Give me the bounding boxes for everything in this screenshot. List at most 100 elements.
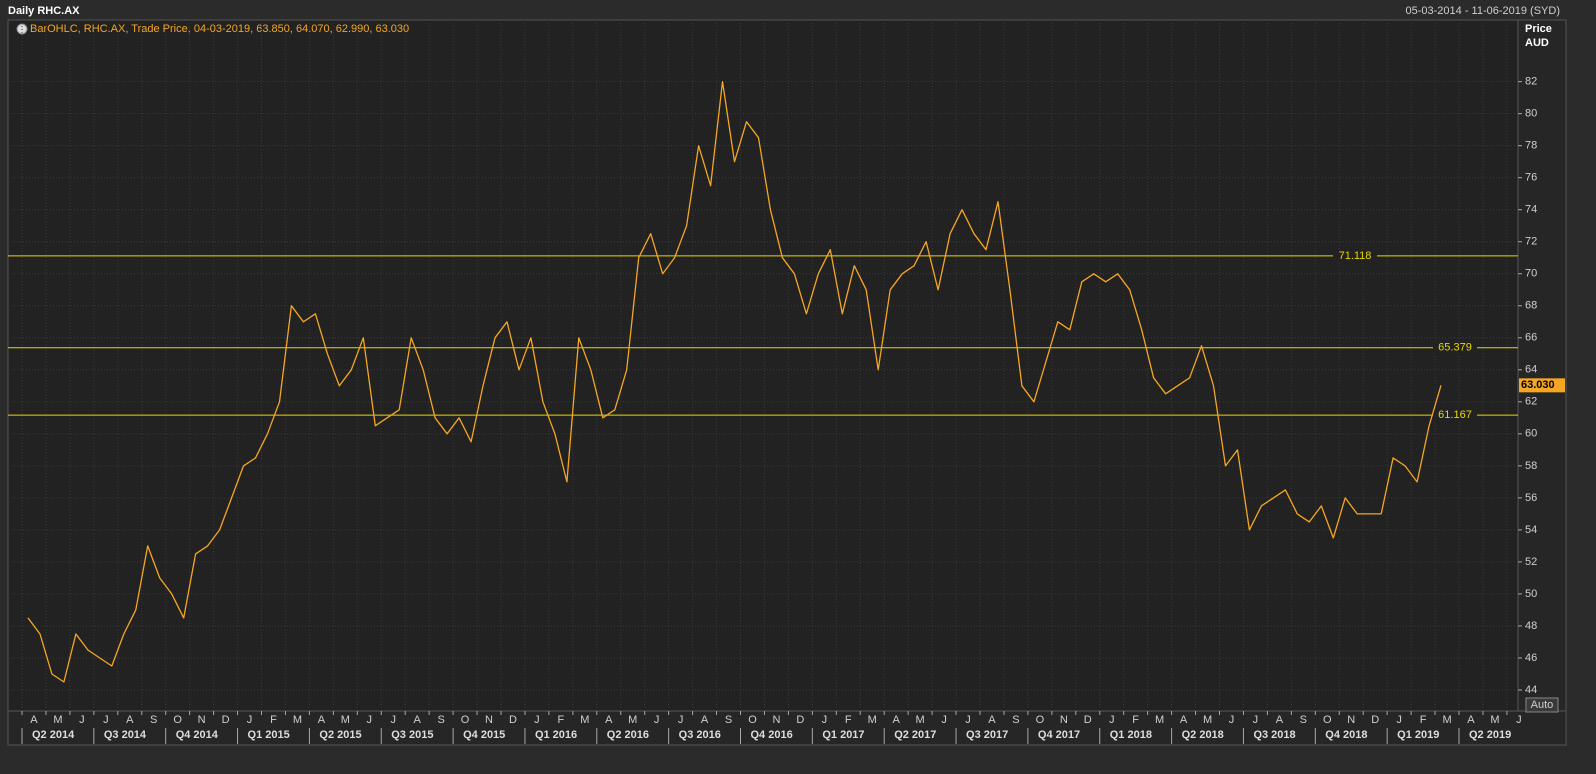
x-tick-label: J (1396, 714, 1402, 726)
x-tick-label: J (1229, 714, 1235, 726)
quarter-label: Q4 2018 (1325, 729, 1367, 741)
y-axis-title: Price (1525, 23, 1552, 35)
x-tick-label: A (1467, 714, 1475, 726)
quarter-label: Q3 2014 (104, 729, 147, 741)
x-tick-label: M (1203, 714, 1212, 726)
price-line (27, 80, 1442, 683)
y-tick-label: 58 (1525, 460, 1537, 472)
y-tick-label: 82 (1525, 76, 1537, 88)
x-tick-label: M (1155, 714, 1164, 726)
x-tick-label: M (628, 714, 637, 726)
quarter-label: Q2 2015 (319, 729, 361, 741)
y-tick-label: 72 (1525, 236, 1537, 248)
level-label-bg (1433, 409, 1477, 422)
x-tick-label: F (270, 714, 277, 726)
x-tick-label: J (941, 714, 947, 726)
y-tick-label: 48 (1525, 620, 1537, 632)
x-tick-label: D (509, 714, 517, 726)
last-price-label: 63.030 (1521, 379, 1555, 391)
x-tick-label: A (318, 714, 326, 726)
x-tick-label: F (1132, 714, 1139, 726)
y-tick-label: 54 (1525, 524, 1537, 536)
y-tick-label: 44 (1525, 684, 1537, 696)
x-tick-label: S (1012, 714, 1019, 726)
x-tick-label: J (678, 714, 684, 726)
x-tick-label: N (485, 714, 493, 726)
x-tick-label: M (53, 714, 62, 726)
x-tick-label: J (1253, 714, 1259, 726)
x-tick-label: A (126, 714, 134, 726)
x-tick-label: M (293, 714, 302, 726)
x-tick-label: A (1276, 714, 1284, 726)
x-tick-label: D (796, 714, 804, 726)
x-tick-label: A (30, 714, 38, 726)
level-label: 65.379 (1438, 342, 1472, 354)
quarter-label: Q1 2018 (1110, 729, 1152, 741)
quarter-label: Q4 2017 (1038, 729, 1080, 741)
x-tick-label: J (654, 714, 660, 726)
quarter-label: Q3 2015 (391, 729, 433, 741)
x-tick-label: J (1516, 714, 1522, 726)
y-tick-label: 68 (1525, 300, 1537, 312)
x-tick-label: F (1420, 714, 1427, 726)
x-tick-label: O (1036, 714, 1045, 726)
chart-title: Daily RHC.AX (8, 5, 80, 17)
x-tick-label: J (247, 714, 253, 726)
x-tick-label: J (965, 714, 971, 726)
x-tick-label: J (1109, 714, 1115, 726)
x-tick-label: A (893, 714, 901, 726)
y-tick-label: 66 (1525, 332, 1537, 344)
x-tick-label: J (534, 714, 540, 726)
quarter-label: Q3 2018 (1253, 729, 1295, 741)
x-tick-label: A (988, 714, 996, 726)
y-axis-unit: AUD (1525, 37, 1549, 49)
x-tick-label: M (580, 714, 589, 726)
quarter-label: Q1 2017 (822, 729, 864, 741)
y-tick-label: 46 (1525, 652, 1537, 664)
last-price-tag (1519, 378, 1565, 393)
x-tick-label: F (558, 714, 565, 726)
x-tick-label: N (772, 714, 780, 726)
x-tick-label: O (461, 714, 470, 726)
quarter-label: Q3 2017 (966, 729, 1008, 741)
legend: BarOHLC, RHC.AX, Trade Price, 04-03-2019… (30, 23, 409, 35)
quarter-label: Q1 2016 (535, 729, 577, 741)
x-tick-label: O (173, 714, 182, 726)
y-axis-area (1517, 19, 1567, 712)
level-label: 61.167 (1438, 409, 1472, 421)
quarter-label: Q3 2016 (679, 729, 721, 741)
quarter-label: Q2 2014 (32, 729, 75, 741)
x-tick-label: S (1300, 714, 1307, 726)
y-tick-label: 62 (1525, 396, 1537, 408)
level-label-bg (1433, 341, 1477, 354)
y-tick-label: 64 (1525, 364, 1537, 376)
plot-area (7, 19, 1519, 712)
x-tick-label: N (198, 714, 206, 726)
quarter-label: Q4 2016 (751, 729, 793, 741)
x-tick-label: J (390, 714, 396, 726)
quarter-label: Q2 2016 (607, 729, 649, 741)
x-tick-label: N (1060, 714, 1068, 726)
quarter-label: Q4 2015 (463, 729, 505, 741)
y-tick-label: 56 (1525, 492, 1537, 504)
auto-button-label[interactable]: Auto (1531, 699, 1554, 711)
x-tick-label: J (103, 714, 109, 726)
x-tick-label: D (1371, 714, 1379, 726)
auto-button[interactable] (1525, 697, 1559, 713)
level-label-bg (1333, 249, 1377, 262)
x-tick-label: S (725, 714, 732, 726)
x-tick-label: J (79, 714, 85, 726)
x-tick-label: M (916, 714, 925, 726)
level-label: 71.118 (1339, 250, 1372, 262)
x-tick-label: S (150, 714, 157, 726)
x-tick-label: M (1490, 714, 1499, 726)
x-tick-label: M (1442, 714, 1451, 726)
y-tick-label: 78 (1525, 140, 1537, 152)
x-tick-label: D (1084, 714, 1092, 726)
x-tick-label: D (222, 714, 230, 726)
x-tick-label: J (822, 714, 828, 726)
y-tick-label: 70 (1525, 268, 1537, 280)
quarter-label: Q2 2018 (1182, 729, 1224, 741)
